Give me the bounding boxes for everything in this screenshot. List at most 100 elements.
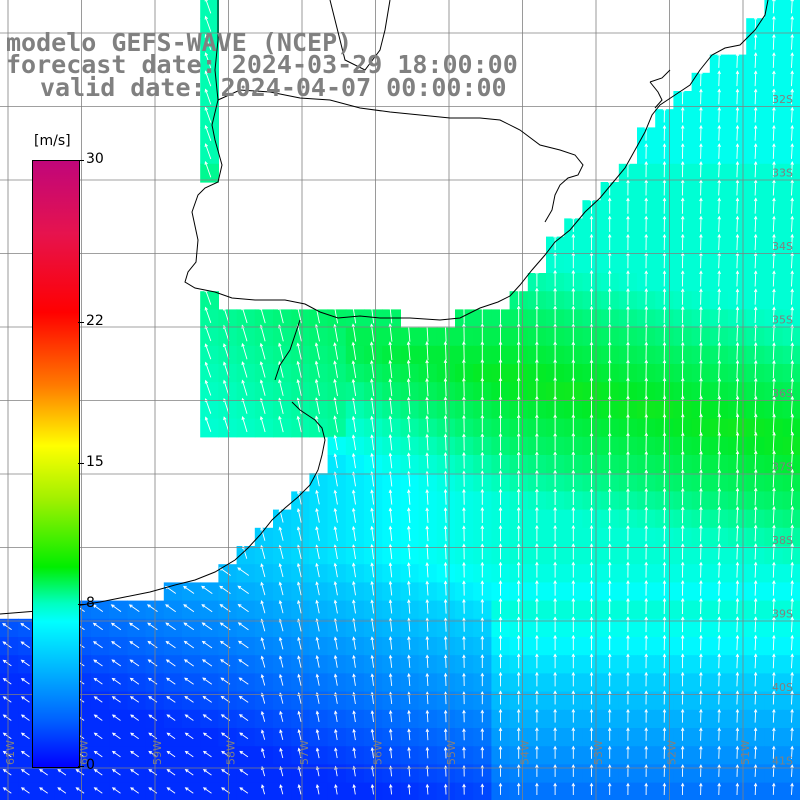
wind-arrow [753,52,758,68]
wind-arrow [498,451,503,469]
wind-arrow [370,378,375,397]
wind-arrow [259,342,266,360]
wind-arrow [607,413,612,433]
wind-arrow [735,233,740,251]
wind-arrow [443,746,448,759]
wind-arrow [278,526,284,541]
wind-arrow [314,342,320,360]
wind-arrow [462,543,466,560]
wind-arrow [443,580,448,596]
wind-cell [0,782,19,800]
wind-arrow [315,581,320,596]
wind-arrow [516,597,521,614]
wind-arrow [183,659,194,667]
wind-arrow [626,561,630,578]
wind-arrow [553,708,557,723]
wind-arrow [662,413,667,433]
wind-arrow [644,653,648,669]
wind-arrow [699,671,703,687]
wind-arrow [790,542,794,560]
wind-arrow [111,750,121,758]
wind-arrow [480,709,485,723]
wind-arrow [589,653,594,669]
wind-arrow [388,305,393,324]
wind-arrow [680,708,685,723]
wind-arrow [589,359,594,379]
wind-arrow [717,143,721,159]
wind-arrow [111,677,121,685]
wind-arrow [753,524,758,542]
wind-arrow [772,745,776,759]
wind-arrow [680,690,685,705]
wind-arrow [662,341,667,360]
wind-arrow [772,70,776,87]
wind-arrow [680,745,685,759]
wind-arrow [462,617,466,632]
wind-arrow [480,598,485,614]
wind-arrow [607,764,612,777]
wind-arrow [589,524,594,542]
wind-arrow [237,622,249,631]
wind-arrow [571,414,576,433]
wind-arrow [498,305,503,324]
wind-arrow [20,659,30,667]
wind-arrow [790,359,795,378]
wind-arrow [480,451,485,469]
wind-arrow [388,525,393,542]
wind-arrow [699,506,703,524]
wind-arrow [516,358,521,379]
wind-arrow [790,671,794,687]
wind-arrow [370,360,375,379]
wind-arrow [147,659,158,667]
wind-arrow [39,769,48,776]
wind-arrow [425,377,429,397]
wind-arrow [626,727,630,741]
wind-arrow [425,746,430,759]
wind-arrow [498,580,503,596]
wind-arrow [717,413,722,434]
wind-arrow [351,507,356,523]
wind-arrow [699,197,703,214]
wind-arrow [425,635,429,650]
wind-arrow [735,708,740,723]
wind-arrow [754,377,758,397]
wind-arrow [571,653,576,669]
wind-arrow [790,124,794,141]
wind-arrow [223,379,230,396]
wind-arrow [278,599,284,614]
wind-arrow [388,489,393,505]
wind-arrow [735,690,740,705]
wind-arrow [607,690,612,705]
wind-arrow [607,359,612,379]
wind-arrow [717,52,721,68]
wind-arrow [553,524,557,542]
wind-arrow [735,52,740,68]
wind-arrow [480,414,485,433]
wind-arrow [516,432,521,451]
wind-arrow [681,377,685,397]
wind-arrow [462,635,466,650]
wind-arrow [351,452,356,469]
wind-arrow [516,451,521,469]
wind-arrow [553,341,557,360]
wind-arrow [680,543,685,560]
wind-arrow [315,710,320,722]
wind-arrow [443,543,448,560]
wind-arrow [626,287,630,305]
wind-arrow [644,359,649,379]
wind-arrow [128,604,140,612]
wind-arrow [333,378,338,396]
wind-arrow [425,562,429,578]
wind-arrow [462,433,466,451]
wind-arrow [772,764,776,777]
wind-arrow [184,677,194,685]
wind-arrow [443,728,448,741]
wind-arrow [147,640,158,649]
wind-arrow [75,787,85,794]
colorbar-tick-label: 30 [86,151,104,167]
wind-arrow [790,616,794,633]
wind-arrow [498,525,503,542]
wind-arrow [425,340,429,361]
wind-arrow [644,634,648,651]
